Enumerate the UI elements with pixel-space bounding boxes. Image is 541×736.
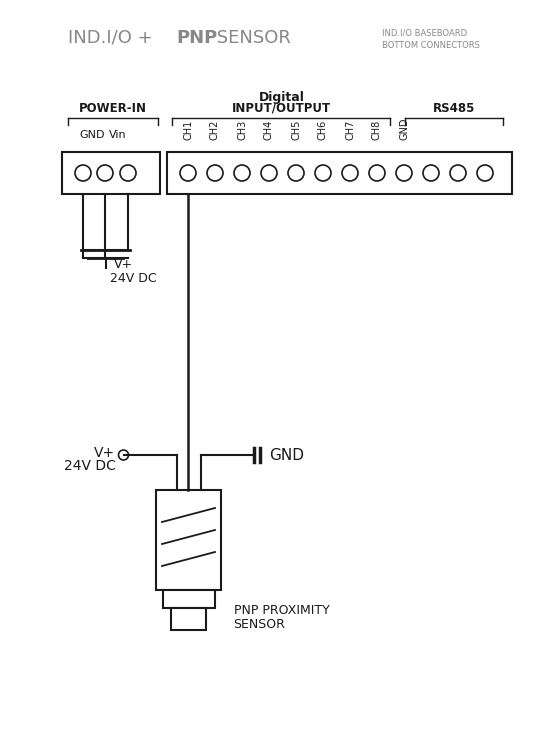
Text: 24V DC: 24V DC: [110, 272, 157, 285]
Bar: [62, 152, 160, 194]
Circle shape: [261, 165, 277, 181]
Circle shape: [315, 165, 331, 181]
Text: GND: GND: [269, 447, 305, 462]
Text: GND: GND: [79, 130, 105, 140]
Text: PNP: PNP: [176, 29, 217, 47]
Text: BOTTOM CONNECTORS: BOTTOM CONNECTORS: [382, 41, 480, 51]
Text: CH7: CH7: [345, 120, 355, 140]
Circle shape: [118, 450, 129, 460]
Text: GND: GND: [399, 118, 409, 140]
Circle shape: [234, 165, 250, 181]
Text: CH1: CH1: [183, 120, 193, 140]
Text: CH3: CH3: [237, 120, 247, 140]
Circle shape: [450, 165, 466, 181]
Circle shape: [369, 165, 385, 181]
Text: SENSOR: SENSOR: [234, 618, 285, 631]
Bar: [162, 590, 214, 608]
Text: SENSOR: SENSOR: [211, 29, 291, 47]
Text: IND.I/O BASEBOARD: IND.I/O BASEBOARD: [382, 29, 467, 38]
Bar: [156, 490, 221, 590]
Text: RS485: RS485: [433, 102, 475, 115]
Bar: [171, 608, 206, 630]
Text: POWER-IN: POWER-IN: [79, 102, 147, 115]
Circle shape: [396, 165, 412, 181]
Circle shape: [342, 165, 358, 181]
Circle shape: [97, 165, 113, 181]
Circle shape: [477, 165, 493, 181]
Text: V+: V+: [94, 446, 115, 460]
Text: CH5: CH5: [291, 120, 301, 140]
Text: CH6: CH6: [318, 120, 328, 140]
Text: CH2: CH2: [210, 120, 220, 140]
Bar: [167, 152, 512, 194]
Circle shape: [120, 165, 136, 181]
Text: V+: V+: [114, 258, 133, 272]
Circle shape: [423, 165, 439, 181]
Text: INPUT/OUTPUT: INPUT/OUTPUT: [232, 102, 331, 115]
Text: Vin: Vin: [109, 130, 127, 140]
Circle shape: [288, 165, 304, 181]
Text: Digital: Digital: [259, 91, 305, 104]
Circle shape: [180, 165, 196, 181]
Text: CH4: CH4: [264, 120, 274, 140]
Text: CH8: CH8: [372, 120, 382, 140]
Circle shape: [207, 165, 223, 181]
Text: 24V DC: 24V DC: [64, 459, 115, 473]
Text: IND.I/O +: IND.I/O +: [68, 29, 159, 47]
Circle shape: [75, 165, 91, 181]
Text: PNP PROXIMITY: PNP PROXIMITY: [234, 604, 329, 617]
